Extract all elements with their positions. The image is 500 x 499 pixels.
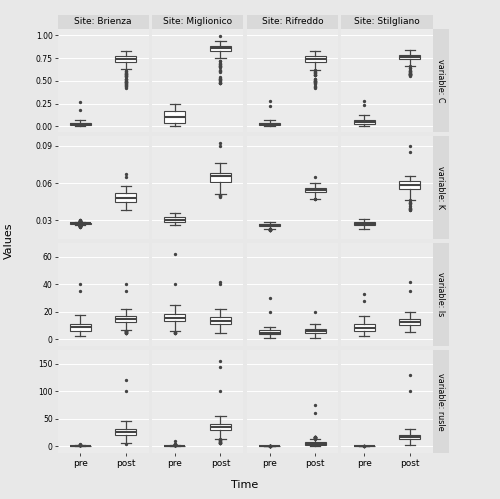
Text: Site: Brienza: Site: Brienza xyxy=(74,17,132,26)
PathPatch shape xyxy=(116,193,136,202)
Text: variable: C: variable: C xyxy=(436,59,445,102)
PathPatch shape xyxy=(70,324,90,331)
PathPatch shape xyxy=(164,111,186,123)
PathPatch shape xyxy=(210,317,231,324)
Text: Values: Values xyxy=(4,223,14,259)
PathPatch shape xyxy=(354,120,374,124)
PathPatch shape xyxy=(164,218,186,222)
PathPatch shape xyxy=(164,314,186,321)
PathPatch shape xyxy=(400,319,420,325)
PathPatch shape xyxy=(116,429,136,435)
PathPatch shape xyxy=(400,435,420,439)
PathPatch shape xyxy=(259,330,280,334)
PathPatch shape xyxy=(354,324,374,331)
PathPatch shape xyxy=(210,424,231,430)
PathPatch shape xyxy=(400,55,420,59)
PathPatch shape xyxy=(210,173,231,182)
Text: variable: K: variable: K xyxy=(436,166,445,209)
PathPatch shape xyxy=(210,46,231,51)
PathPatch shape xyxy=(70,223,90,224)
PathPatch shape xyxy=(304,443,326,445)
PathPatch shape xyxy=(354,222,374,225)
PathPatch shape xyxy=(70,123,90,125)
Text: variable: ls: variable: ls xyxy=(436,272,445,317)
PathPatch shape xyxy=(259,123,280,125)
PathPatch shape xyxy=(304,188,326,192)
Text: Site: Stilgliano: Site: Stilgliano xyxy=(354,17,420,26)
Text: Time: Time xyxy=(232,480,258,490)
PathPatch shape xyxy=(116,56,136,62)
PathPatch shape xyxy=(304,56,326,61)
PathPatch shape xyxy=(400,181,420,189)
Text: Site: Rifreddo: Site: Rifreddo xyxy=(262,17,323,26)
PathPatch shape xyxy=(259,225,280,226)
PathPatch shape xyxy=(116,316,136,322)
Text: variable: rusle: variable: rusle xyxy=(436,373,445,431)
PathPatch shape xyxy=(304,329,326,333)
Text: Site: Miglionico: Site: Miglionico xyxy=(163,17,232,26)
